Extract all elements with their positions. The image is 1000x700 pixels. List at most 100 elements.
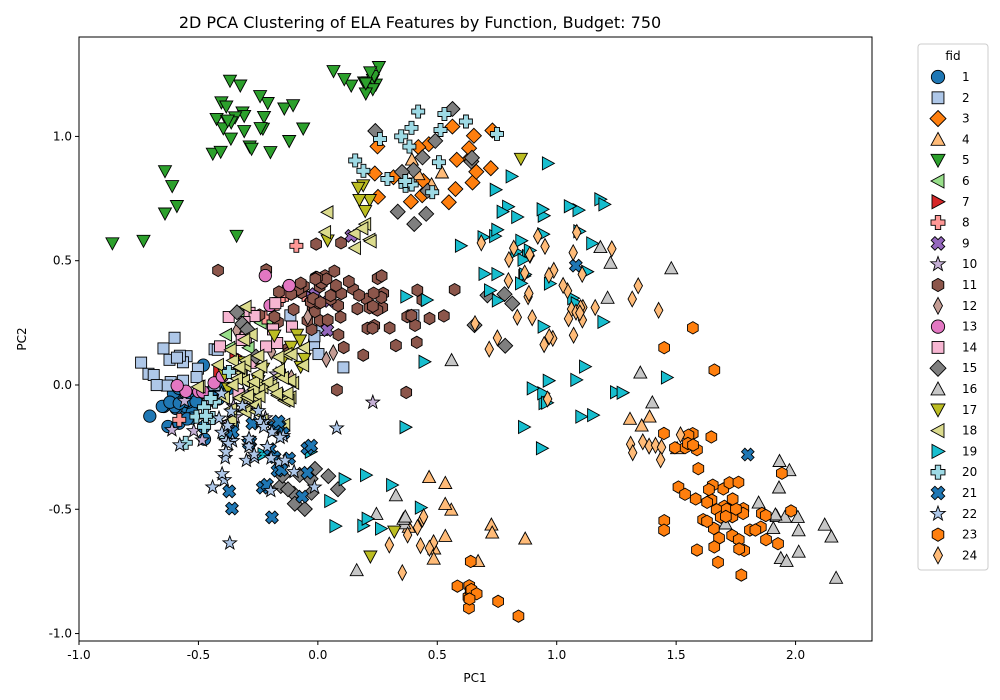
data-point <box>600 290 615 304</box>
data-point <box>627 290 638 308</box>
data-point <box>250 348 265 364</box>
data-point <box>398 174 413 188</box>
data-point <box>271 429 289 445</box>
data-point <box>790 509 806 523</box>
data-point <box>240 430 258 446</box>
data-point <box>236 332 251 348</box>
data-point <box>484 525 500 539</box>
data-point <box>367 299 379 314</box>
data-point <box>157 342 170 355</box>
series-22 <box>171 384 345 551</box>
data-point <box>503 271 514 290</box>
data-point <box>658 523 670 537</box>
legend-label: 3 <box>962 112 970 126</box>
data-point <box>423 311 436 326</box>
data-point <box>570 372 584 388</box>
data-point <box>229 229 244 244</box>
data-point <box>157 207 173 221</box>
data-point <box>772 536 784 551</box>
data-point <box>824 529 839 543</box>
legend-label: 1 <box>962 70 970 84</box>
legend-label: 22 <box>962 507 977 521</box>
series-24 <box>384 223 686 582</box>
data-point <box>708 540 721 554</box>
data-point <box>397 563 408 582</box>
data-point <box>373 131 387 146</box>
data-point <box>598 197 612 212</box>
data-point <box>492 594 504 609</box>
data-point <box>766 520 781 535</box>
data-point <box>511 209 525 225</box>
series-5 <box>105 61 387 251</box>
legend-entry: 18 <box>930 422 977 439</box>
data-point <box>283 340 299 355</box>
data-point <box>232 360 246 375</box>
legend-marker <box>930 235 946 251</box>
data-point <box>343 79 359 94</box>
legend-label: 17 <box>962 403 977 417</box>
data-point <box>357 205 373 219</box>
data-point <box>447 180 464 198</box>
data-point <box>250 366 264 382</box>
data-point <box>273 285 285 299</box>
data-point <box>542 390 553 408</box>
data-point <box>759 508 772 523</box>
data-point <box>437 496 453 510</box>
data-point <box>190 379 204 395</box>
data-point <box>637 433 648 451</box>
data-point <box>463 601 475 615</box>
data-point <box>597 314 611 330</box>
series-15 <box>228 100 521 518</box>
legend-label: 11 <box>962 278 977 292</box>
data-point <box>389 203 406 220</box>
data-point <box>524 245 535 264</box>
data-point <box>760 532 772 547</box>
data-point <box>147 369 160 381</box>
data-point <box>705 430 718 444</box>
data-point <box>512 609 525 623</box>
x-tick-label: -0.5 <box>187 648 210 662</box>
series-16 <box>349 239 844 584</box>
data-point <box>269 297 282 310</box>
data-point <box>568 243 578 262</box>
legend-entry: 23 <box>931 527 977 542</box>
data-point <box>537 386 551 401</box>
data-point <box>223 132 239 147</box>
legend-label: 2 <box>962 91 970 105</box>
data-point <box>406 215 423 233</box>
data-point <box>513 152 529 167</box>
data-point <box>558 276 568 295</box>
chart-title: 2D PCA Clustering of ELA Features by Fun… <box>179 13 661 32</box>
data-point <box>279 481 297 498</box>
legend-entry: 15 <box>929 359 977 377</box>
data-point <box>476 234 487 252</box>
data-point <box>320 205 334 220</box>
data-point <box>271 414 286 429</box>
legend-marker <box>930 381 946 396</box>
legend-label: 6 <box>962 174 970 188</box>
data-point <box>492 329 503 347</box>
data-point <box>244 142 259 157</box>
data-point <box>504 295 521 312</box>
data-point <box>295 122 311 136</box>
data-point <box>348 153 363 168</box>
y-tick-label: -1.0 <box>49 627 72 641</box>
data-point <box>689 492 702 506</box>
data-point <box>532 227 543 245</box>
legend-label: 5 <box>962 153 970 167</box>
data-point <box>496 286 513 303</box>
data-point <box>217 443 235 459</box>
legend-entry: 12 <box>932 296 977 316</box>
data-point <box>687 438 699 452</box>
data-point <box>751 495 766 509</box>
data-point <box>828 570 844 584</box>
data-point <box>478 266 492 282</box>
data-point <box>425 185 440 200</box>
data-point <box>708 363 721 377</box>
data-point <box>496 204 511 219</box>
data-point <box>321 350 332 369</box>
data-point <box>328 419 345 435</box>
data-point <box>328 344 339 362</box>
legend-title: fid <box>945 49 960 63</box>
data-point <box>213 145 228 160</box>
